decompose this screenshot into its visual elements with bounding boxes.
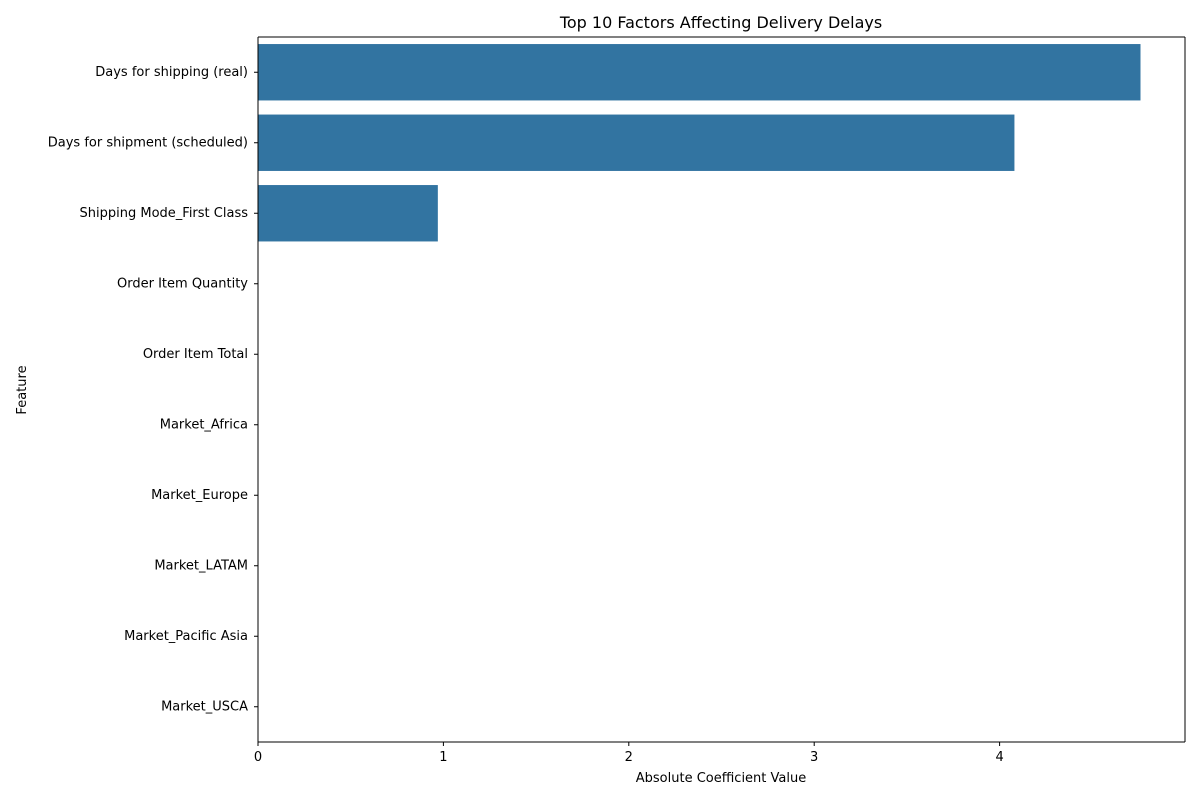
y-tick-label: Market_Pacific Asia [124,629,248,644]
bar [258,114,1015,171]
y-tick-label: Market_Europe [151,488,248,503]
y-tick-label: Shipping Mode_First Class [80,206,249,221]
x-axis-label: Absolute Coefficient Value [636,771,806,786]
axes-spines [257,36,1186,743]
y-tick-label: Order Item Total [143,347,248,362]
x-tick-label: 3 [810,750,818,765]
x-tick-label: 4 [995,750,1003,765]
x-tick-label: 2 [625,750,633,765]
y-tick-label: Market_LATAM [154,558,248,573]
x-ticks-group: 0 1 2 3 4 [254,742,1004,765]
chart-title: Top 10 Factors Affecting Delivery Delays [559,13,882,32]
y-tick-label: Market_Africa [160,417,248,432]
y-tick-label: Days for shipping (real) [95,65,248,80]
x-tick-label: 1 [439,750,447,765]
y-ticks-group: Days for shipping (real) Days for shipmen… [48,65,258,714]
y-tick-label: Market_USCA [161,699,248,714]
x-tick-label: 0 [254,750,262,765]
bar [258,185,438,242]
y-tick-label: Order Item Quantity [117,276,248,291]
bar [258,44,1141,101]
bars-group [258,44,1141,242]
y-tick-label: Days for shipment (scheduled) [48,135,248,150]
y-axis-label: Feature [15,365,30,414]
